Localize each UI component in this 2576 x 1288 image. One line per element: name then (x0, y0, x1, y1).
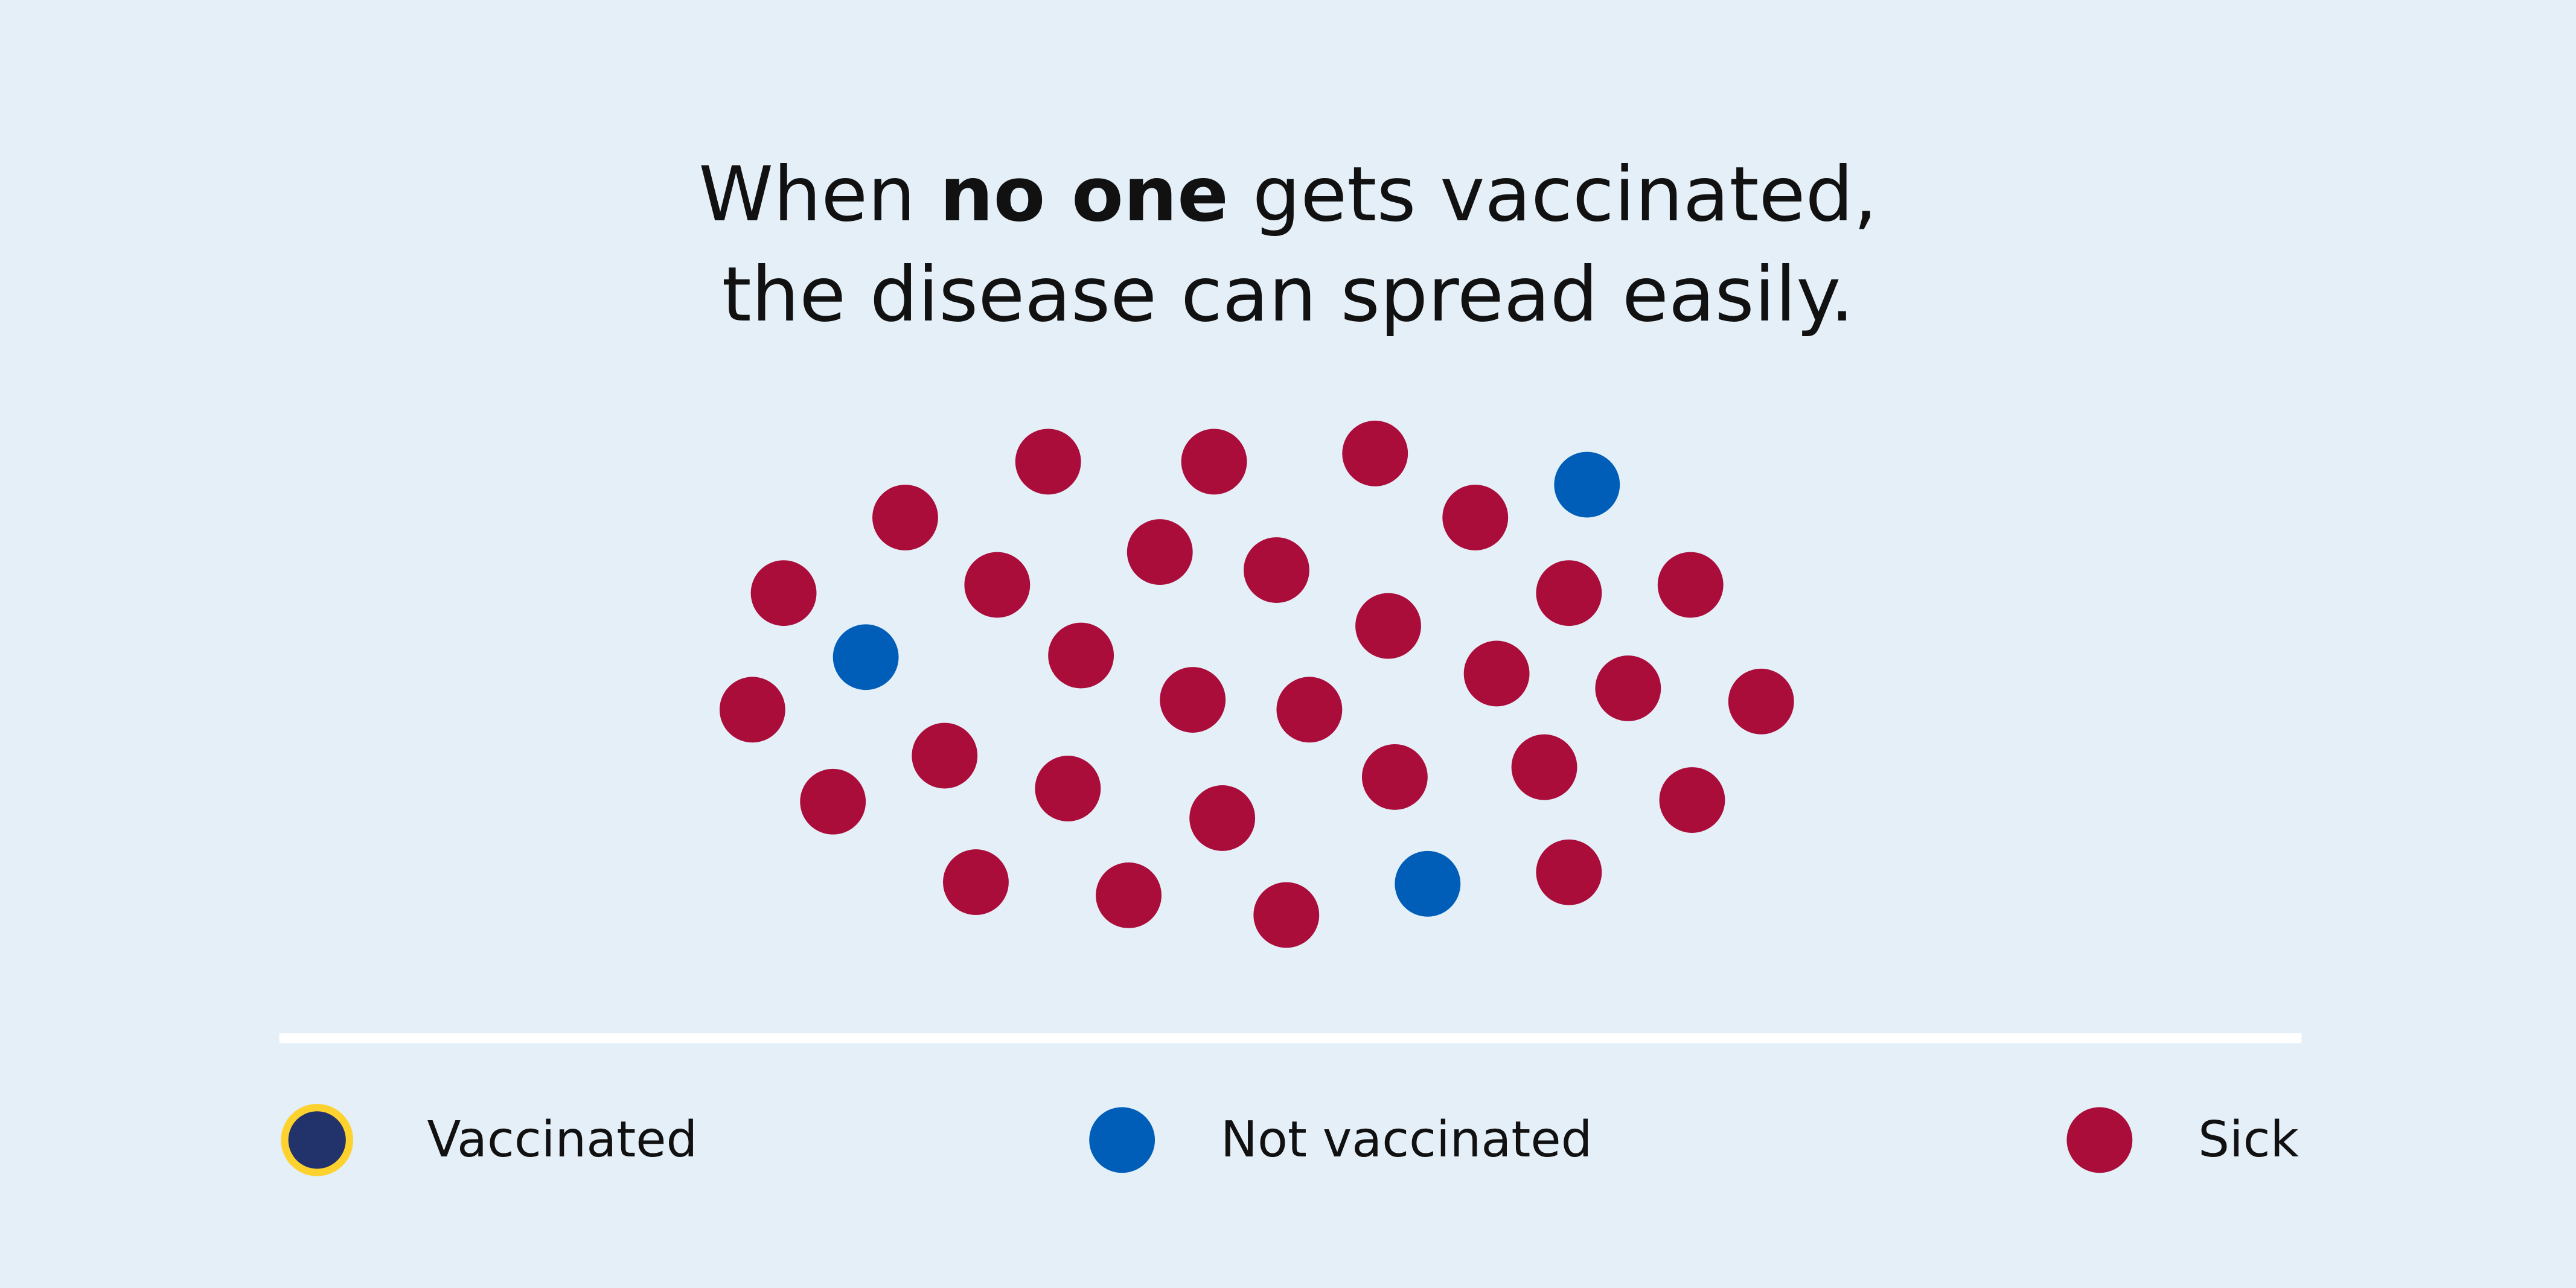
sick-person-dot (1015, 429, 1081, 495)
sick-person-dot (1728, 668, 1794, 735)
not-vaccinated-legend-icon (1089, 1107, 1155, 1173)
sick-person-dot (1160, 667, 1226, 733)
sick-person-dot (912, 722, 978, 789)
title-line-1: When no one gets vaccinated, (698, 150, 1878, 238)
sick-person-dot (1536, 839, 1602, 905)
sick-person-dot (1244, 537, 1309, 603)
sick-person-dot (1096, 862, 1162, 928)
title-line-2: the disease can spread easily. (722, 250, 1855, 339)
sick-person-dot (1181, 429, 1247, 495)
title-text: gets vaccinated, (1229, 150, 1878, 238)
sick-person-dot (1127, 519, 1193, 585)
sick-person-dot (872, 485, 938, 550)
legend-label-sick: Sick (2198, 1111, 2299, 1168)
sick-person-dot (1276, 677, 1343, 743)
sick-person-dot (1536, 560, 1602, 626)
population-dots (719, 420, 1794, 948)
divider (279, 1033, 2302, 1044)
sick-person-dot (719, 677, 785, 743)
sick-person-dot (1355, 593, 1421, 659)
title-emphasis: no one (939, 150, 1229, 238)
sick-person-dot (1253, 882, 1320, 948)
sick-person-dot (1511, 734, 1577, 800)
title-text: When (698, 150, 939, 238)
not-vaccinated-person-dot (1395, 850, 1461, 917)
legend: Vaccinated Not vaccinated Sick (281, 1103, 2299, 1176)
sick-person-dot (1342, 420, 1408, 486)
sick-person-dot (1463, 640, 1530, 707)
sick-person-dot (1659, 767, 1725, 833)
sick-person-dot (750, 560, 817, 626)
sick-person-dot (943, 849, 1009, 916)
vaccinated-legend-icon-inner (288, 1111, 346, 1169)
sick-person-dot (964, 552, 1031, 618)
sick-person-dot (1189, 785, 1256, 851)
sick-person-dot (800, 768, 866, 835)
not-vaccinated-person-dot (1554, 451, 1620, 518)
sick-person-dot (1035, 756, 1101, 821)
sick-person-dot (1442, 485, 1509, 550)
not-vaccinated-person-dot (833, 624, 899, 690)
sick-person-dot (1048, 622, 1114, 689)
legend-label-vaccinated: Vaccinated (427, 1111, 698, 1168)
sick-person-dot (1361, 744, 1428, 810)
sick-person-dot (1595, 655, 1661, 721)
sick-legend-icon (2066, 1107, 2133, 1173)
sick-person-dot (1657, 552, 1724, 618)
legend-label-not-vaccinated: Not vaccinated (1221, 1111, 1593, 1168)
